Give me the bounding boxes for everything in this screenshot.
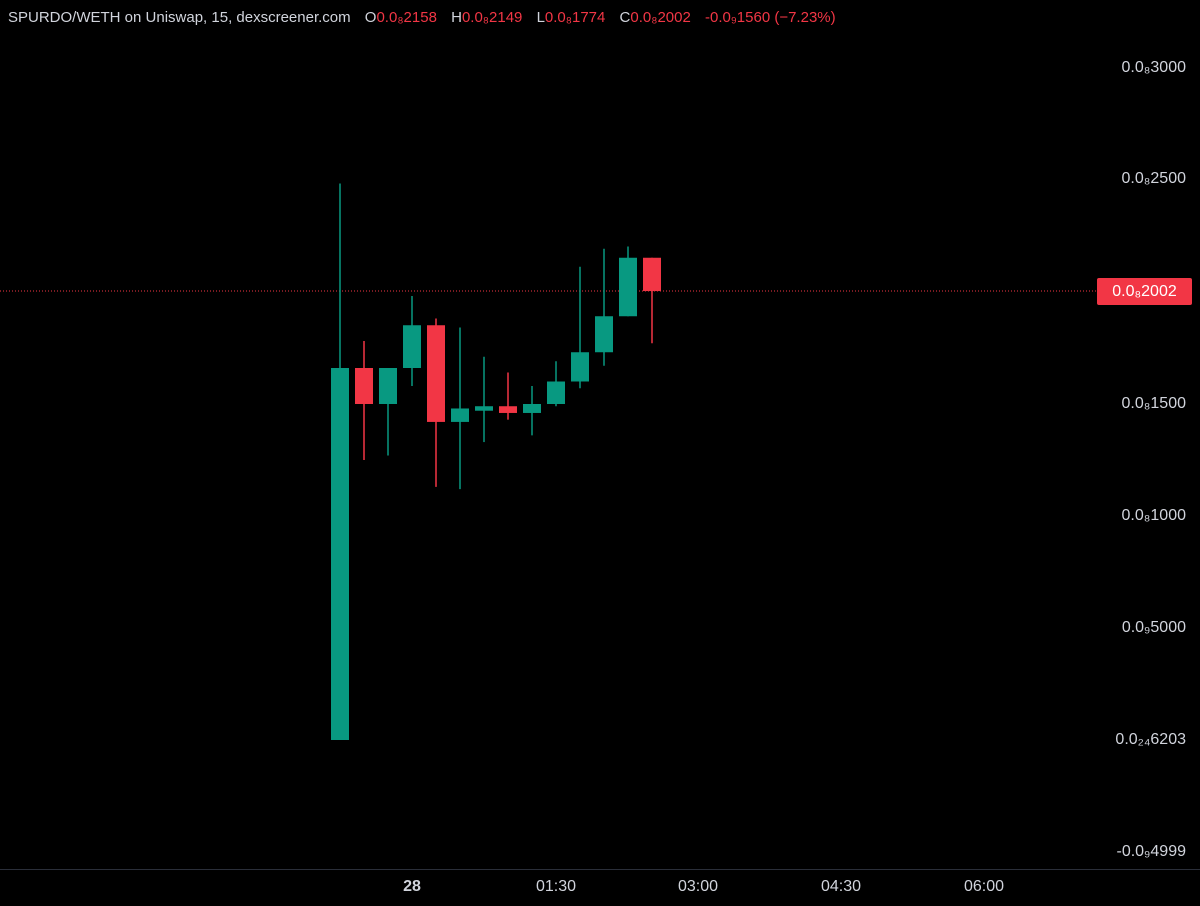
candle-body	[379, 368, 397, 404]
candle	[331, 183, 349, 740]
candle-body	[355, 368, 373, 404]
y-tick-label: 0.0₈2500	[1121, 170, 1186, 187]
candle	[427, 318, 445, 487]
candle-body	[499, 406, 517, 413]
low-value: 0.0₈1774	[544, 9, 606, 26]
candle	[523, 386, 541, 436]
y-tick-label: 0.0₈1000	[1121, 507, 1186, 524]
low-key: L	[536, 9, 545, 26]
candle	[619, 246, 637, 317]
open-value: 0.0₈2158	[376, 9, 437, 26]
candle-body	[547, 381, 565, 404]
candle	[451, 327, 469, 490]
candle	[355, 341, 373, 460]
candle-body	[595, 316, 613, 353]
x-tick-label: 03:00	[677, 878, 719, 895]
change-value: -0.0₉1560 (−7.23%)	[705, 9, 836, 26]
candle	[595, 248, 613, 366]
candle	[499, 372, 517, 420]
candle-body	[451, 408, 469, 422]
candle-body	[523, 404, 541, 413]
candle	[643, 257, 661, 344]
close-value: 0.0₈2002	[630, 9, 691, 26]
candle	[475, 356, 493, 443]
candle-body	[331, 368, 349, 740]
chart-title: SPURDO/WETH on Uniswap, 15, dexscreener.…	[8, 9, 351, 26]
current-price-tag: 0.0₈2002	[1097, 278, 1192, 305]
x-axis-line	[0, 869, 1200, 870]
x-tick-label: 01:30	[535, 878, 577, 895]
chart-header: SPURDO/WETH on Uniswap, 15, dexscreener.…	[8, 9, 836, 26]
candle	[571, 266, 589, 389]
x-tick-label: 06:00	[963, 878, 1005, 895]
candle-body	[571, 352, 589, 382]
open-key: O	[364, 9, 377, 26]
candle	[547, 361, 565, 407]
y-tick-label: 0.0₉5000	[1121, 619, 1186, 636]
y-tick-label: -0.0₉4999	[1116, 843, 1186, 860]
y-tick-label: 0.0₂₄6203	[1115, 731, 1186, 748]
x-tick-label: 04:30	[820, 878, 862, 895]
candle-body	[619, 257, 637, 317]
candle	[403, 296, 421, 386]
candle-body	[475, 406, 493, 411]
x-tick-label: 28	[403, 878, 421, 895]
candle	[379, 368, 397, 456]
close-key: C	[619, 9, 631, 26]
y-tick-label: 0.0₈3000	[1121, 59, 1186, 76]
candle-body	[403, 325, 421, 368]
candle-body	[643, 257, 661, 292]
candle-body	[427, 325, 445, 422]
y-tick-label: 0.0₈1500	[1121, 395, 1186, 412]
high-value: 0.0₈2149	[461, 9, 523, 26]
high-key: H	[451, 9, 462, 26]
